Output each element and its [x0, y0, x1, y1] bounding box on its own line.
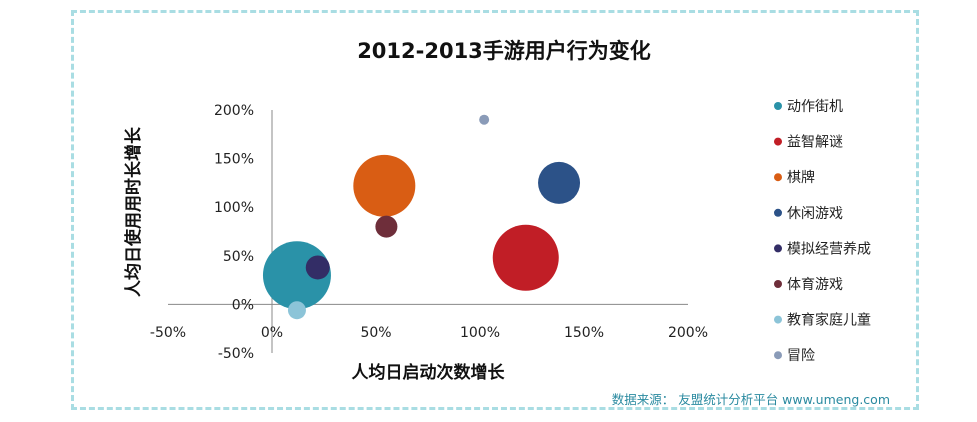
x-tick-label: -50%	[150, 325, 186, 341]
source-note: 数据来源： 友盟统计分析平台 www.umeng.com	[612, 392, 890, 407]
axes: -50% 0% 50% 100% 150% 200% -50% 0% 50% 100% 150% 20…	[150, 103, 708, 362]
x-axis-title: 人均日启动次数增长	[352, 362, 506, 383]
y-tick-label: 100%	[214, 200, 254, 216]
bubble-point	[353, 154, 416, 217]
x-tick-label: 100%	[460, 325, 500, 341]
legend-label: 休闲游戏	[787, 206, 843, 222]
y-axis-title: 人均日使用用时长增长	[123, 126, 144, 297]
legend-marker	[774, 351, 782, 360]
legend-label: 冒险	[787, 348, 815, 364]
legend-marker	[774, 137, 782, 146]
legend-label: 体育游戏	[787, 277, 843, 293]
bubble-point	[538, 161, 581, 204]
legend-marker	[774, 102, 782, 110]
x-tick-label: 200%	[668, 325, 708, 341]
legend-marker	[774, 244, 782, 253]
bubble-point	[375, 215, 398, 238]
legend-label: 棋牌	[787, 169, 815, 186]
legend-marker	[774, 315, 782, 324]
y-tick-label: 0%	[232, 297, 254, 313]
y-tick-label: 150%	[214, 152, 254, 168]
legend-label: 模拟经营养成	[787, 241, 871, 257]
y-tick-label: 200%	[214, 103, 254, 119]
y-tick-label: -50%	[218, 346, 254, 362]
x-tick-label: 150%	[564, 325, 604, 341]
legend-marker	[774, 280, 782, 288]
legend-marker	[774, 208, 782, 217]
x-tick-label: 0%	[261, 325, 283, 341]
bubble-point	[305, 255, 330, 280]
y-tick-label: 50%	[223, 249, 254, 265]
legend-label: 教育家庭儿童	[787, 312, 871, 329]
bubble-point	[287, 301, 306, 320]
chart-title: 2012-2013手游用户行为变化	[357, 39, 651, 63]
legend-marker	[774, 173, 782, 182]
legend-label: 动作街机	[787, 99, 843, 115]
bubble-point	[492, 224, 559, 291]
legend-label: 益智解谜	[787, 135, 843, 151]
chart-frame	[71, 10, 919, 410]
bubbles	[262, 114, 581, 320]
x-tick-label: 50%	[360, 325, 391, 341]
bubble-point	[479, 114, 490, 125]
